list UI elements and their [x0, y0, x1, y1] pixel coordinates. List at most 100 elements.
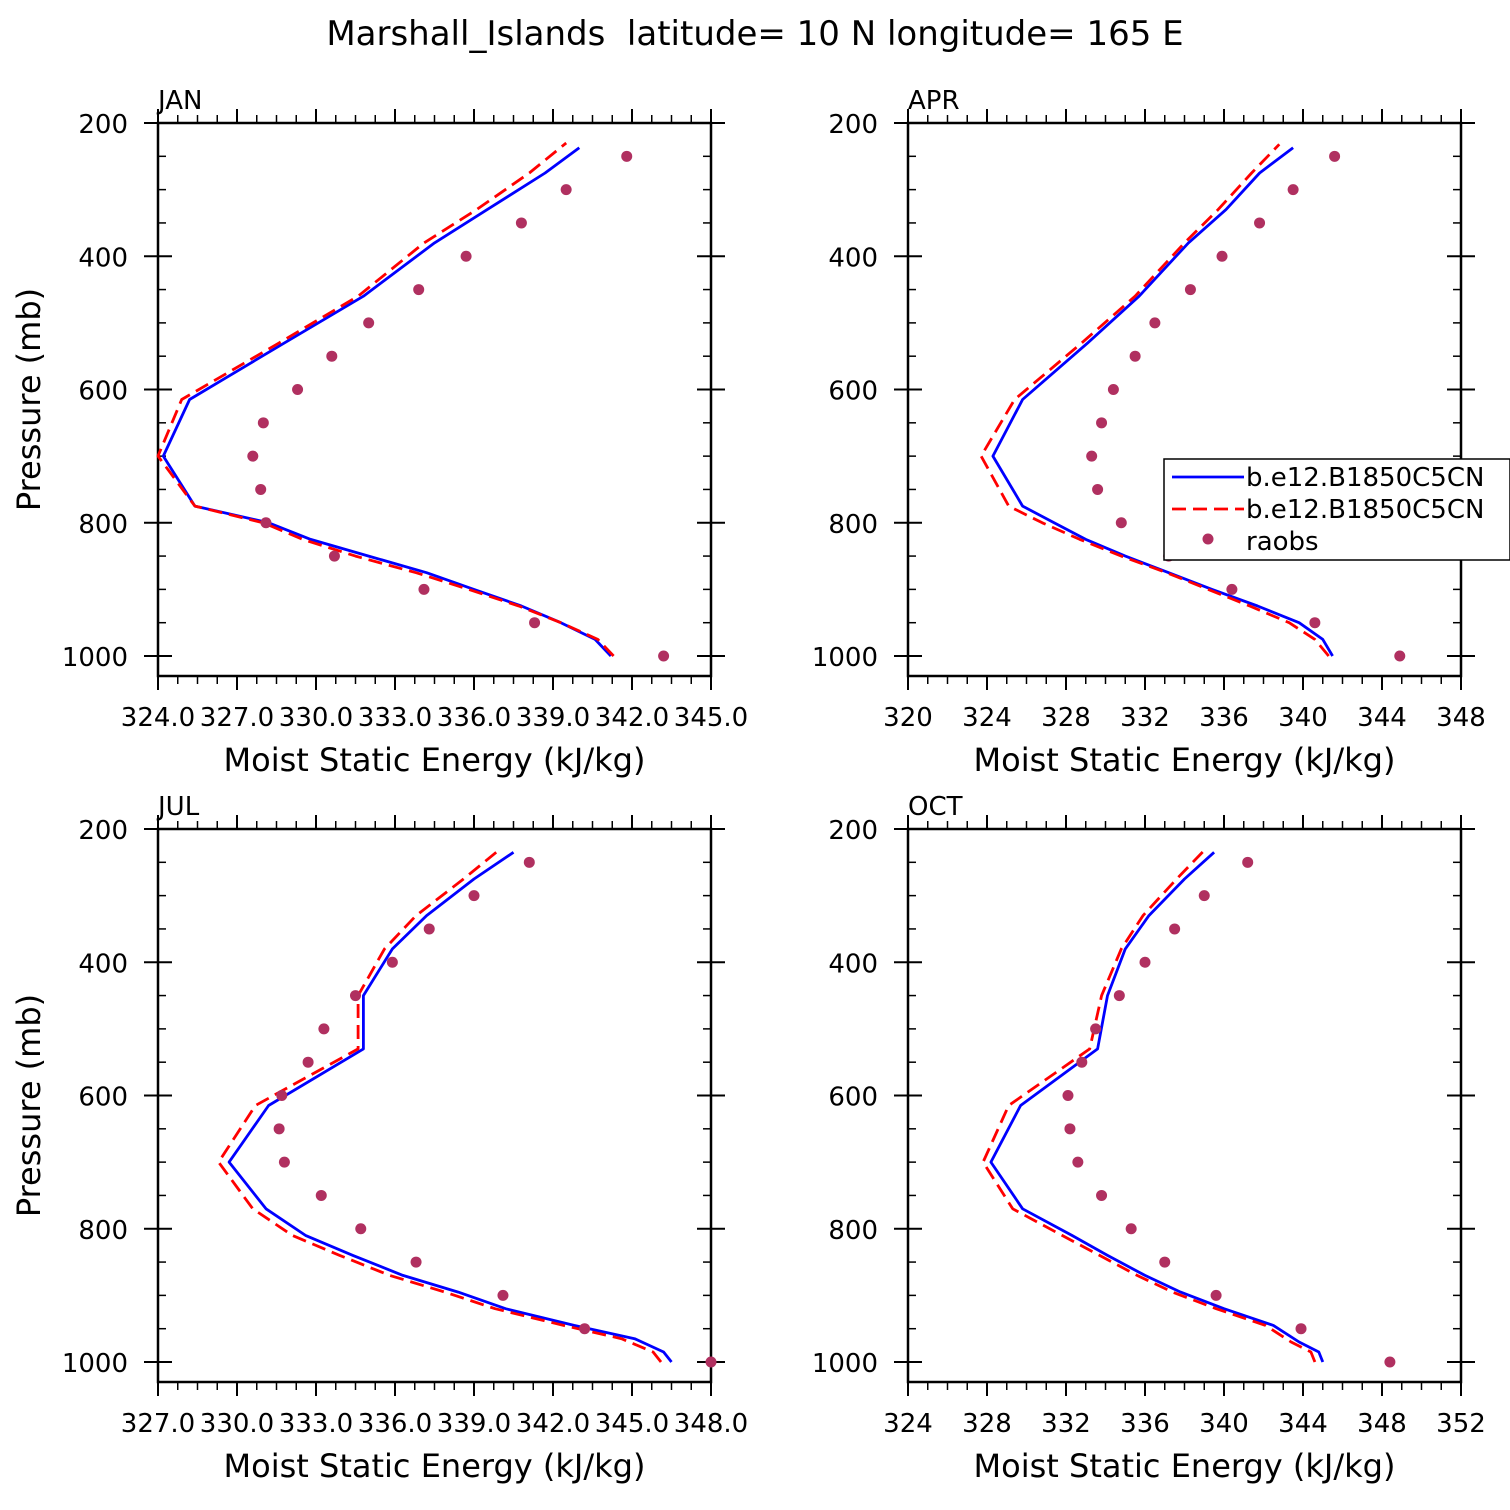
- panel-jan: JAN 324.0 327.0 330.0 333.0 336.0 339.0 342.0 34…: [10, 86, 748, 779]
- raobs-point: [515, 217, 527, 229]
- raobs-point: [276, 1090, 288, 1102]
- raobs-point: [1394, 650, 1406, 662]
- raobs-point: [1092, 483, 1104, 495]
- panel-oct: OCT 324 328 332 336 340 344 348 352 200 400 600 800 1…: [812, 792, 1486, 1485]
- raobs-point: [1086, 450, 1098, 462]
- x-axis-label: Moist Static Energy (kJ/kg): [224, 741, 646, 779]
- raobs-point: [413, 284, 425, 296]
- x-tick-label: 320: [883, 703, 933, 733]
- raobs-point: [1096, 417, 1108, 429]
- raobs-point: [1125, 1223, 1137, 1235]
- raobs-point: [621, 150, 633, 162]
- panel-label: APR: [908, 86, 960, 116]
- x-axis-label: Moist Static Energy (kJ/kg): [224, 1447, 646, 1485]
- x-tick-label: 352: [1436, 1409, 1486, 1439]
- series-raobs: [273, 856, 717, 1368]
- raobs-point: [1072, 1156, 1084, 1168]
- raobs-point: [1096, 1189, 1108, 1201]
- x-axis-label: Moist Static Energy (kJ/kg): [974, 741, 1396, 779]
- y-tick-label: 400: [78, 243, 128, 273]
- x-tick-label: 340: [1199, 1409, 1249, 1439]
- raobs-point: [255, 483, 267, 495]
- raobs-point: [1062, 1090, 1074, 1102]
- raobs-point: [579, 1323, 591, 1335]
- raobs-point: [1115, 517, 1127, 529]
- x-tick-label: 332: [1120, 703, 1170, 733]
- raobs-point: [1113, 990, 1125, 1002]
- raobs-point: [1329, 150, 1341, 162]
- legend-swatch-dot: [1202, 533, 1214, 545]
- x-tick-label: 344: [1278, 1409, 1328, 1439]
- raobs-point: [326, 350, 338, 362]
- raobs-point: [1384, 1356, 1396, 1368]
- legend-entry: b.e12.B1850C5CN: [1246, 463, 1484, 493]
- x-tick-label: 342.0: [516, 1409, 590, 1439]
- raobs-point: [318, 1023, 330, 1035]
- x-tick-label: 345.0: [674, 703, 748, 733]
- x-tick-label: 340: [1278, 703, 1328, 733]
- x-tick-label: 324: [962, 703, 1012, 733]
- raobs-point: [1159, 1256, 1171, 1268]
- raobs-point: [418, 583, 430, 595]
- raobs-point: [1169, 923, 1181, 935]
- raobs-point: [468, 890, 480, 902]
- raobs-point: [257, 417, 269, 429]
- y-tick-label: 200: [78, 110, 128, 140]
- x-tick-label: 328: [1041, 703, 1091, 733]
- raobs-point: [1216, 250, 1228, 262]
- raobs-point: [705, 1356, 717, 1368]
- raobs-point: [1139, 956, 1151, 968]
- raobs-point: [328, 550, 340, 562]
- raobs-point: [1064, 1123, 1076, 1135]
- x-tick-label: 324: [883, 1409, 933, 1439]
- raobs-point: [410, 1256, 422, 1268]
- raobs-point: [560, 184, 572, 196]
- panel-jul: JUL 327.0 330.0 333.0 336.0 339.0 342.0 345.0 34…: [10, 792, 748, 1485]
- raobs-point: [1076, 1056, 1088, 1068]
- legend-entry: b.e12.B1850C5CN: [1246, 495, 1484, 525]
- raobs-point: [292, 384, 304, 396]
- raobs-point: [1198, 890, 1210, 902]
- raobs-point: [350, 990, 361, 1002]
- series-line-dashed: [217, 847, 663, 1363]
- x-tick-label: 336.0: [358, 1409, 432, 1439]
- raobs-point: [423, 923, 435, 935]
- raobs-point: [1287, 184, 1299, 196]
- raobs-point: [315, 1189, 327, 1201]
- y-tick-label: 400: [828, 949, 878, 979]
- raobs-point: [247, 450, 259, 462]
- y-tick-label: 800: [78, 510, 128, 540]
- y-tick-label: 600: [828, 1083, 878, 1113]
- x-tick-label: 339.0: [437, 1409, 511, 1439]
- series-raobs: [1086, 150, 1406, 662]
- raobs-point: [1210, 1289, 1222, 1301]
- series-line-solid: [989, 851, 1325, 1363]
- x-tick-label: 330.0: [200, 1409, 274, 1439]
- raobs-point: [523, 856, 535, 868]
- raobs-point: [386, 956, 398, 968]
- panel-apr: APR 320 324 328 332 336 340 344 348 200 400 600 800 1…: [812, 86, 1486, 779]
- y-tick-label: 400: [78, 949, 128, 979]
- raobs-point: [460, 250, 472, 262]
- y-tick-label: 1000: [62, 1349, 128, 1379]
- raobs-point: [1295, 1323, 1307, 1335]
- y-tick-label: 1000: [62, 643, 128, 673]
- raobs-point: [1242, 856, 1254, 868]
- x-tick-label: 336: [1120, 1409, 1170, 1439]
- x-tick-label: 344: [1357, 703, 1407, 733]
- x-tick-label: 348: [1357, 1409, 1407, 1439]
- x-tick-label: 336: [1199, 703, 1249, 733]
- y-tick-label: 200: [78, 816, 128, 846]
- y-axis-label: Pressure (mb): [10, 288, 48, 511]
- y-tick-label: 600: [78, 377, 128, 407]
- x-axis-label: Moist Static Energy (kJ/kg): [974, 1447, 1396, 1485]
- x-tick-label: 333.0: [279, 1409, 353, 1439]
- raobs-point: [1184, 284, 1196, 296]
- raobs-point: [529, 617, 541, 629]
- x-tick-label: 342.0: [595, 703, 669, 733]
- raobs-point: [1149, 317, 1161, 329]
